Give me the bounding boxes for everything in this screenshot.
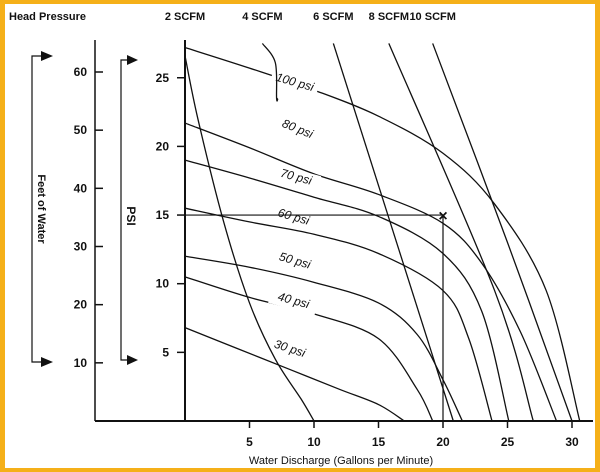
pressure-label-bg: [271, 113, 323, 147]
psi-tick-label: 5: [162, 345, 169, 359]
feet-tick-label: 60: [74, 65, 88, 79]
x-tick-label: 10: [307, 435, 321, 449]
scfm-curve: [332, 43, 454, 422]
scfm-curve: [388, 43, 534, 422]
scfm-curve-label: 4 SCFM: [242, 11, 282, 23]
scfm-curve-label: 10 SCFM: [409, 11, 455, 23]
psi-tick-label: 20: [156, 139, 170, 153]
feet-bracket-arrow-top: [41, 51, 53, 61]
pressure-curve: [184, 159, 510, 422]
header-left: Head Pressure: [9, 11, 86, 23]
pressure-curve: [184, 122, 558, 422]
pressure-curve: [184, 276, 434, 422]
pressure-label-bg: [264, 334, 315, 365]
x-tick-label: 20: [436, 435, 450, 449]
x-tick-label: 5: [246, 435, 253, 449]
x-tick-label: 25: [501, 435, 515, 449]
operating-point-marker: ×: [438, 208, 447, 225]
feet-tick-label: 50: [74, 123, 88, 137]
pressure-label-bg: [268, 203, 319, 232]
feet-tick-label: 10: [74, 356, 88, 370]
scfm-curve: [432, 43, 573, 422]
pressure-label-bg: [270, 163, 322, 192]
x-tick-label: 30: [565, 435, 579, 449]
x-tick-label: 15: [372, 435, 386, 449]
psi-bracket-arrow-top: [127, 55, 138, 65]
scfm-curve-label: 8 SCFM: [369, 11, 409, 23]
scfm-curve: [184, 55, 315, 422]
psi-bracket-arrow-bottom: [127, 355, 138, 365]
pressure-curve: [184, 327, 405, 422]
scfm-curve-label: 6 SCFM: [313, 11, 353, 23]
pressure-curve: [184, 207, 493, 422]
pump-performance-chart: Head Pressure Water Discharge (Gallons p…: [9, 11, 593, 467]
x-axis-title: Water Discharge (Gallons per Minute): [249, 455, 433, 467]
feet-tick-label: 30: [74, 240, 88, 254]
pressure-curve: [184, 46, 581, 422]
scfm-curve: [261, 43, 279, 102]
pressure-label-bg: [268, 287, 319, 316]
feet-tick-label: 40: [74, 181, 88, 195]
psi-tick-label: 25: [156, 71, 170, 85]
psi-tick-label: 10: [156, 277, 170, 291]
feet-axis-title: Feet of Water: [35, 174, 47, 244]
pressure-label-bg: [269, 68, 320, 98]
psi-axis-title: PSI: [124, 206, 138, 225]
scfm-curve-label: 2 SCFM: [165, 11, 205, 23]
pressure-label-bg: [269, 247, 320, 276]
chart-frame: Head Pressure Water Discharge (Gallons p…: [5, 4, 595, 468]
feet-tick-label: 20: [74, 298, 88, 312]
psi-tick-label: 15: [156, 208, 170, 222]
feet-bracket-arrow-bottom: [41, 357, 53, 367]
feet-bracket: [31, 55, 49, 363]
